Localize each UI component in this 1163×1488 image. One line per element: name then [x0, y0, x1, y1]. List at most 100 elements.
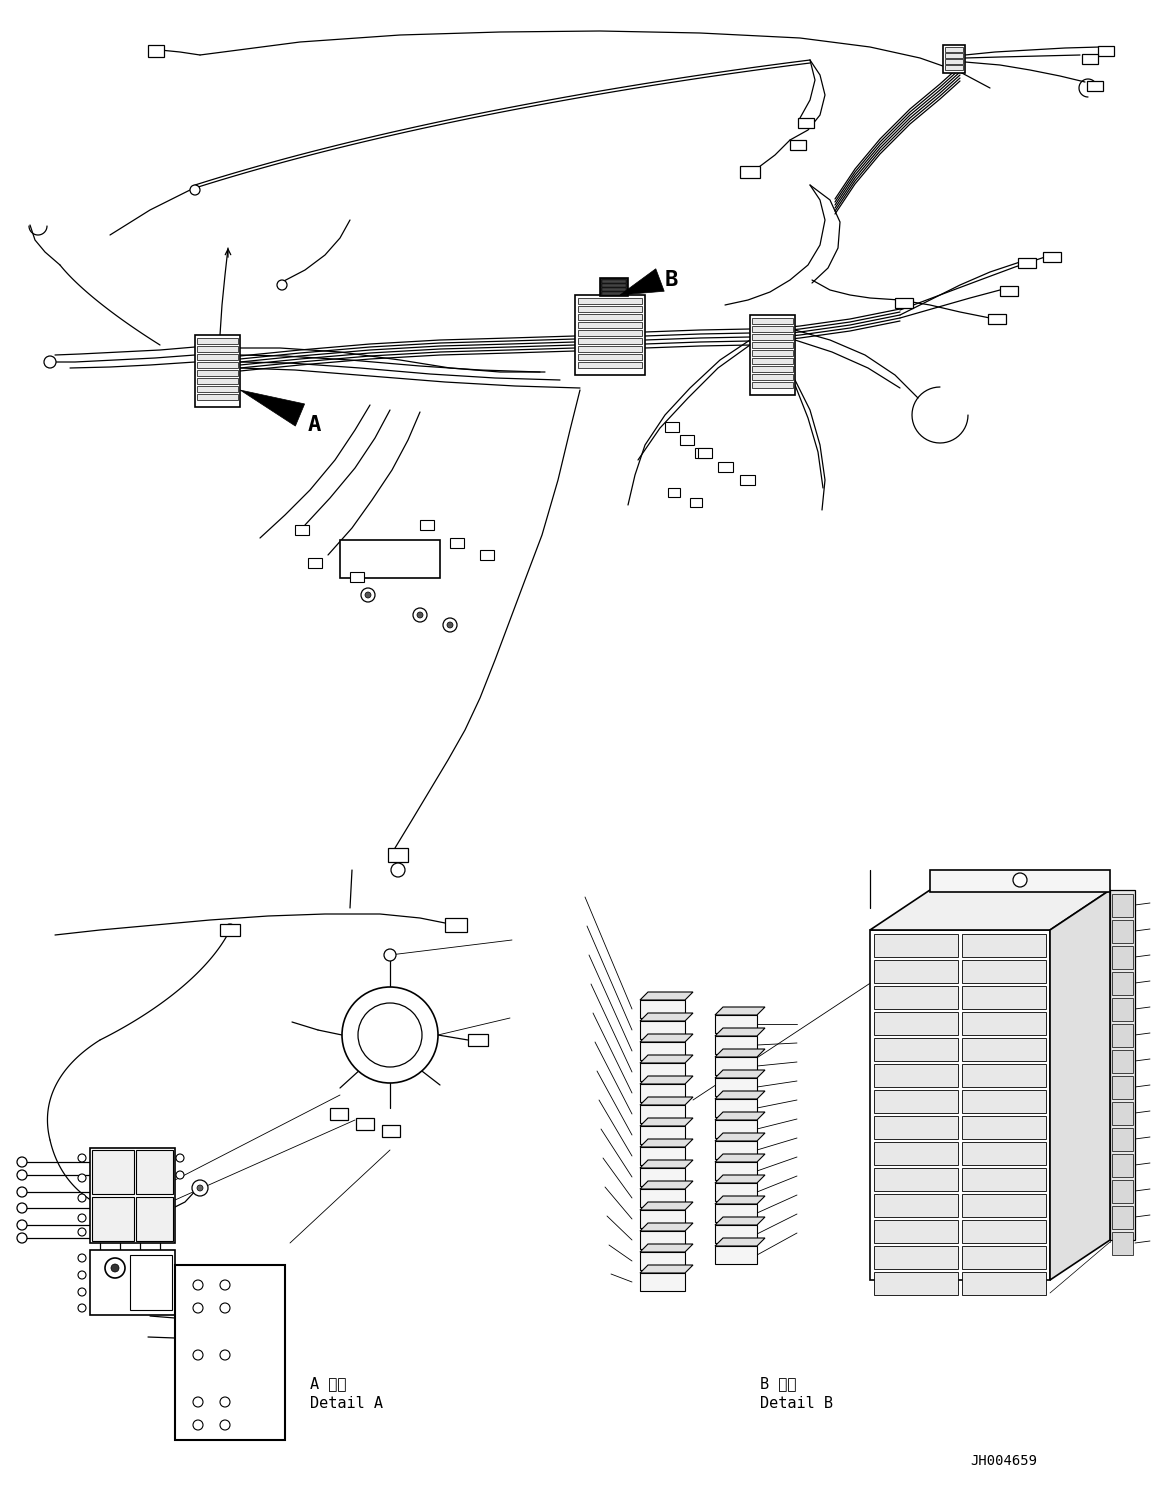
Circle shape — [78, 1228, 86, 1237]
Bar — [197, 354, 238, 360]
Bar — [1112, 1205, 1133, 1229]
Polygon shape — [640, 1210, 685, 1228]
Circle shape — [193, 1420, 204, 1430]
Bar — [989, 314, 1006, 324]
Bar — [896, 298, 913, 308]
Circle shape — [78, 1193, 86, 1202]
Polygon shape — [640, 1126, 685, 1144]
Bar — [962, 987, 1046, 1009]
Bar — [962, 1220, 1046, 1242]
Circle shape — [17, 1158, 27, 1167]
Circle shape — [17, 1187, 27, 1196]
Bar — [197, 362, 238, 368]
Bar — [340, 540, 440, 577]
Bar — [962, 1116, 1046, 1138]
Polygon shape — [715, 1091, 765, 1100]
Bar — [740, 167, 759, 179]
Bar — [136, 1196, 173, 1241]
Bar — [875, 1245, 958, 1269]
Circle shape — [105, 1257, 124, 1278]
Bar — [1112, 1155, 1133, 1177]
Circle shape — [361, 588, 374, 603]
Polygon shape — [715, 1132, 765, 1141]
Bar — [698, 448, 712, 458]
Polygon shape — [640, 1202, 693, 1210]
Bar — [1112, 1024, 1133, 1048]
Polygon shape — [640, 1055, 693, 1062]
Polygon shape — [640, 1076, 693, 1083]
Circle shape — [342, 987, 438, 1083]
Circle shape — [110, 1263, 119, 1272]
Polygon shape — [640, 1265, 693, 1274]
Bar — [602, 280, 626, 283]
Bar — [962, 1012, 1046, 1036]
Polygon shape — [640, 1000, 685, 1018]
Polygon shape — [870, 890, 1110, 930]
Circle shape — [78, 1155, 86, 1162]
Polygon shape — [715, 1245, 757, 1263]
Polygon shape — [715, 1238, 765, 1245]
Bar — [1112, 894, 1133, 917]
Bar — [578, 330, 642, 336]
Bar — [690, 498, 702, 507]
Polygon shape — [715, 1204, 757, 1222]
Polygon shape — [640, 1223, 693, 1231]
Polygon shape — [640, 1251, 685, 1269]
Bar — [680, 434, 694, 445]
Text: Detail A: Detail A — [311, 1396, 383, 1411]
Bar — [875, 1272, 958, 1295]
Bar — [1112, 920, 1133, 943]
Bar — [1112, 1076, 1133, 1100]
Bar — [962, 1064, 1046, 1088]
Circle shape — [224, 924, 236, 936]
Bar — [870, 930, 1050, 1280]
Text: B 詳細: B 詳細 — [759, 1376, 797, 1391]
Bar — [468, 1034, 488, 1046]
Polygon shape — [640, 1274, 685, 1292]
Polygon shape — [715, 1225, 757, 1242]
Bar — [875, 960, 958, 984]
Bar — [875, 1039, 958, 1061]
Bar — [875, 1168, 958, 1190]
Text: B: B — [665, 269, 678, 290]
Bar — [578, 354, 642, 360]
Circle shape — [193, 1280, 204, 1290]
Circle shape — [220, 1303, 230, 1312]
Polygon shape — [640, 1189, 685, 1207]
Bar — [665, 423, 679, 432]
Bar — [330, 1109, 348, 1120]
Polygon shape — [715, 1049, 765, 1056]
Bar — [798, 118, 814, 128]
Circle shape — [78, 1254, 86, 1262]
Bar — [136, 1150, 173, 1193]
Bar — [1112, 1128, 1133, 1152]
Polygon shape — [715, 1176, 765, 1183]
Text: Detail B: Detail B — [759, 1396, 833, 1411]
Bar — [578, 307, 642, 312]
Bar — [752, 342, 793, 348]
Polygon shape — [640, 1161, 693, 1168]
Bar — [668, 488, 680, 497]
Bar — [197, 338, 238, 344]
Bar — [875, 934, 958, 957]
Bar — [90, 1250, 174, 1315]
Polygon shape — [715, 1007, 765, 1015]
Bar — [750, 315, 795, 394]
Circle shape — [220, 1280, 230, 1290]
Bar — [1018, 257, 1036, 268]
Bar — [752, 326, 793, 332]
Bar — [1000, 286, 1018, 296]
Bar — [752, 382, 793, 388]
Bar — [197, 371, 238, 376]
Circle shape — [17, 1220, 27, 1231]
Circle shape — [78, 1289, 86, 1296]
Bar — [962, 1091, 1046, 1113]
Bar — [930, 870, 1110, 891]
Polygon shape — [715, 1155, 765, 1162]
Bar — [946, 60, 963, 64]
Polygon shape — [640, 1117, 693, 1126]
Bar — [962, 960, 1046, 984]
Polygon shape — [640, 1231, 685, 1248]
Bar — [197, 378, 238, 384]
Circle shape — [220, 1420, 230, 1430]
